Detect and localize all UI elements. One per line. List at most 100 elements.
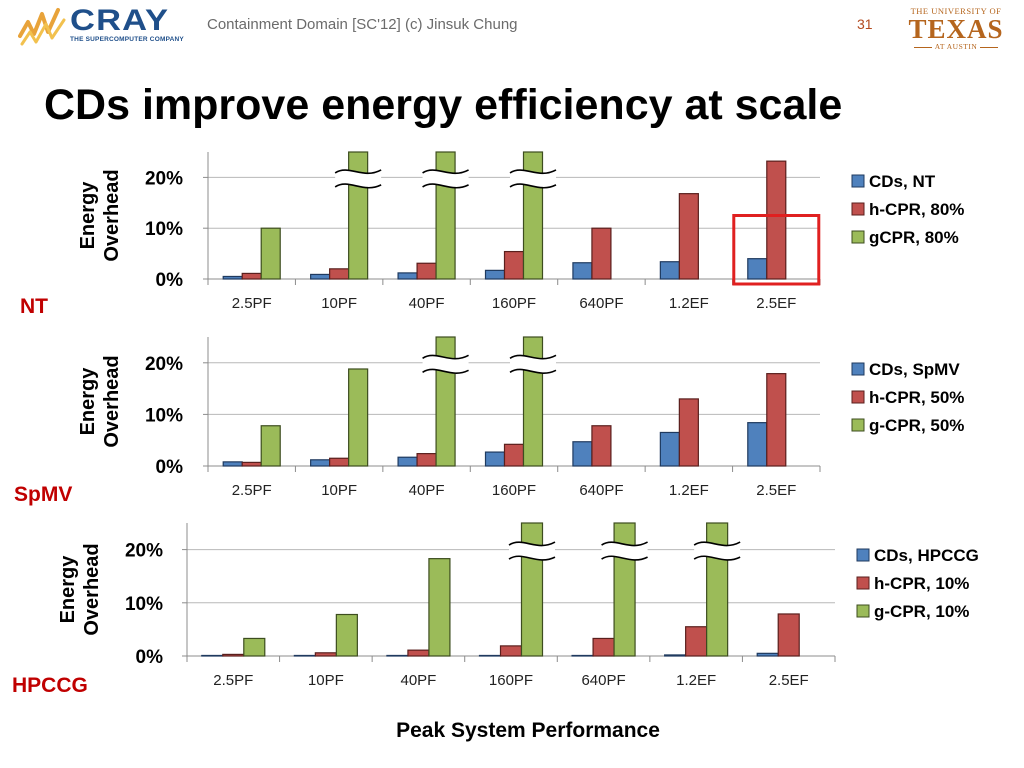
axis-break-mark	[334, 169, 382, 175]
axis-break-mark	[508, 541, 556, 547]
legend-swatch	[851, 390, 865, 404]
legend-label: CDs, HPCCG	[874, 546, 979, 565]
slide-number: 31	[857, 16, 873, 32]
bar	[260, 425, 281, 467]
panel-label: NT	[20, 295, 48, 318]
bar	[766, 373, 787, 467]
legend-label: h-CPR, 50%	[869, 388, 964, 407]
y-tick-label: 20%	[145, 168, 183, 189]
legend-label: g-CPR, 50%	[869, 416, 964, 435]
axis-break-mark	[422, 368, 469, 374]
y-tick-label: 0%	[156, 270, 184, 291]
bar	[777, 613, 800, 657]
x-tick-label: 160PF	[492, 482, 536, 499]
bar	[659, 431, 680, 467]
axis-break-fill	[335, 169, 382, 188]
bar	[591, 425, 612, 467]
y-tick-label: 10%	[145, 405, 183, 426]
header-caption: Containment Domain [SC'12] (c) Jinsuk Ch…	[207, 16, 518, 33]
bar	[329, 457, 350, 467]
y-axis-label: Energy Overhead	[77, 169, 123, 261]
bar	[678, 398, 699, 467]
y-tick-label: 10%	[125, 594, 163, 615]
legend-swatch	[851, 362, 865, 376]
x-tick-label: 160PF	[489, 672, 533, 689]
ut-logo-line2: TEXAS	[908, 14, 1004, 44]
axis-break-mark	[422, 183, 469, 189]
x-tick-label: 10PF	[321, 482, 357, 499]
axis-break-mark	[509, 183, 557, 189]
axis-break-fill	[509, 542, 555, 560]
x-tick-label: 1.2EF	[669, 295, 709, 312]
x-tick-label: 40PF	[400, 672, 436, 689]
bar	[293, 654, 316, 657]
bar	[478, 654, 502, 657]
legend-label: h-CPR, 80%	[869, 200, 964, 219]
ut-logo-line3-wrap: AT AUSTIN	[908, 42, 1004, 51]
ut-logo-line3: AT AUSTIN	[934, 42, 978, 51]
x-axis-label: Peak System Performance	[396, 719, 660, 742]
legend-swatch	[851, 202, 865, 216]
bar	[747, 422, 768, 467]
highlight-box	[732, 214, 821, 286]
legend-label: g-CPR, 10%	[874, 602, 969, 621]
x-tick-label: 640PF	[581, 672, 625, 689]
slide-header: CRAY THE SUPERCOMPUTER COMPANY Containme…	[0, 0, 1024, 60]
y-tick-label: 0%	[136, 647, 164, 668]
bar	[766, 160, 787, 280]
y-axis-label-line: Overhead	[101, 169, 123, 261]
bar	[428, 558, 451, 657]
x-tick-label: 1.2EF	[676, 672, 716, 689]
x-tick-label: 160PF	[492, 295, 536, 312]
legend-swatch	[856, 548, 870, 562]
legend-swatch	[851, 418, 865, 432]
axis-break-mark	[509, 354, 557, 360]
axis-break-fill	[510, 355, 556, 374]
axis-break-mark	[334, 183, 382, 189]
bar	[484, 269, 506, 280]
y-tick-label: 0%	[156, 457, 184, 478]
bar	[416, 262, 437, 280]
axis-break-mark	[508, 555, 556, 561]
bar	[572, 441, 593, 467]
x-tick-label: 40PF	[409, 482, 445, 499]
bar	[678, 193, 699, 280]
legend-label: CDs, NT	[869, 172, 936, 191]
legend-swatch	[856, 576, 870, 590]
y-axis-label-line: Energy	[77, 181, 99, 250]
y-axis-label-line: Overhead	[81, 543, 103, 635]
x-tick-label: 1.2EF	[669, 482, 709, 499]
bar	[397, 272, 418, 280]
bar	[241, 461, 262, 467]
x-tick-label: 40PF	[409, 295, 445, 312]
bar	[222, 275, 243, 280]
axis-break-mark	[601, 555, 648, 561]
axis-break-fill	[601, 542, 648, 560]
bar	[499, 645, 523, 657]
bar	[335, 613, 358, 657]
y-axis-label-line: Energy	[77, 367, 99, 436]
bar	[397, 456, 418, 467]
y-tick-label: 20%	[125, 541, 163, 562]
x-tick-label: 2.5EF	[756, 295, 796, 312]
y-tick-label: 20%	[145, 354, 183, 375]
bar	[222, 461, 243, 467]
bar	[591, 227, 612, 280]
legend-label: CDs, SpMV	[869, 360, 960, 379]
bar	[572, 262, 593, 280]
legend-swatch	[851, 230, 865, 244]
legend-swatch	[856, 604, 870, 618]
bar	[747, 258, 768, 280]
bar	[260, 227, 281, 280]
ut-austin-logo: THE UNIVERSITY OF TEXAS AT AUSTIN	[908, 6, 1004, 51]
legend-label: gCPR, 80%	[869, 228, 959, 247]
bar	[756, 652, 779, 657]
bar	[407, 649, 430, 657]
axis-break-mark	[601, 541, 648, 547]
x-tick-label: 2.5EF	[769, 672, 809, 689]
axis-break-mark	[509, 368, 557, 374]
bar	[241, 272, 262, 280]
x-tick-label: 10PF	[321, 295, 357, 312]
bar	[685, 626, 708, 657]
